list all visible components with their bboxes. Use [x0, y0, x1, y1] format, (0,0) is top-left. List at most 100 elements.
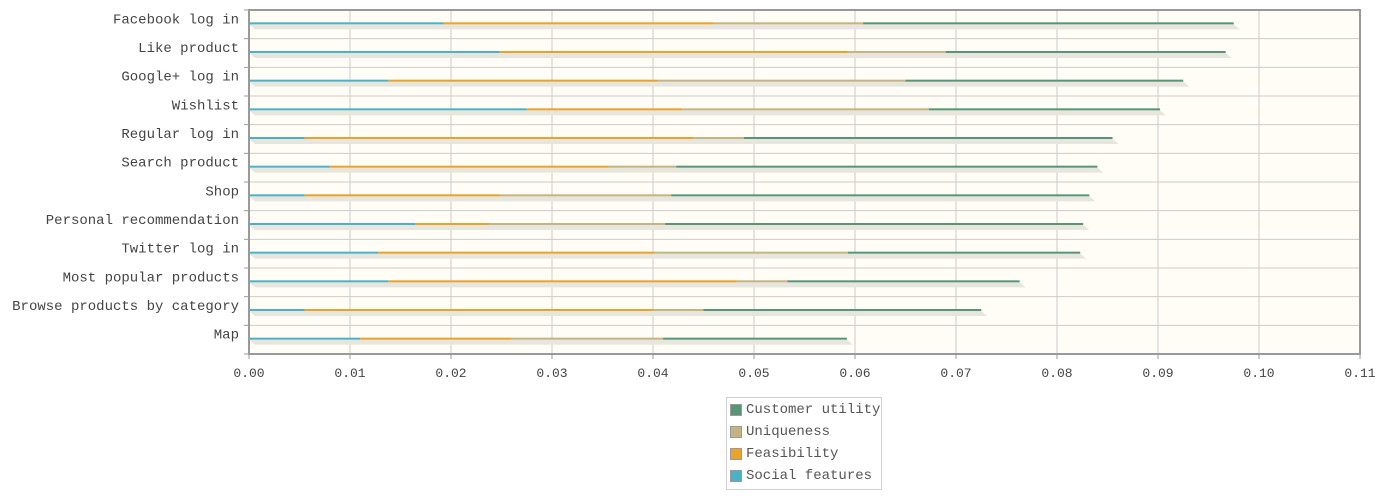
bar-segment [304, 194, 500, 197]
bar-segment [304, 309, 653, 311]
bar-shadow [249, 196, 1096, 202]
bar-segment [249, 51, 500, 53]
x-tick-label: 0.06 [839, 366, 870, 381]
legend-swatch [730, 426, 742, 438]
bar-segment [945, 51, 1226, 53]
bar-shadow [249, 53, 1232, 58]
bar-segment [249, 165, 330, 168]
x-tick-label: 0.01 [334, 366, 365, 381]
x-tick-label: 0.08 [1041, 366, 1072, 381]
legend-item: Feasibility [727, 443, 881, 465]
bar-segment [665, 223, 1084, 225]
bar-shadow [249, 110, 1167, 116]
bar-shadow [249, 339, 853, 345]
bar-shadow [249, 167, 1104, 173]
plot-border [248, 9, 1361, 355]
bar-segment [499, 51, 848, 53]
bar-segment [703, 309, 982, 311]
bar-shadow [249, 139, 1119, 144]
bar-shadow [249, 81, 1190, 87]
bar-shadow [249, 225, 1090, 230]
bar-segment [847, 51, 946, 53]
x-tick-label: 0.10 [1243, 366, 1274, 381]
bar-segment [676, 165, 1098, 168]
bar-segment [713, 22, 864, 25]
bar-segment [249, 108, 527, 111]
bar-segment [304, 137, 694, 139]
x-tick-label: 0.00 [233, 366, 264, 381]
bar-shadow [249, 311, 988, 316]
bar-segment [682, 108, 929, 111]
bar-segment [249, 79, 389, 82]
bar-shadow [249, 24, 1240, 30]
bar-segment [388, 280, 737, 283]
y-tick-label: Wishlist [172, 98, 239, 114]
bar-segment [511, 337, 664, 340]
legend-swatch [730, 404, 742, 416]
bar-segment [608, 165, 677, 168]
bar-segment [787, 280, 1020, 283]
bar-segment [658, 79, 906, 82]
bar-segment [249, 194, 305, 197]
bar-segment [743, 137, 1113, 139]
y-tick-label: Map [214, 328, 239, 344]
legend-item: Uniqueness [727, 421, 881, 443]
bar-segment [654, 251, 848, 254]
legend-label: Social features [746, 468, 873, 484]
bar-segment [489, 223, 666, 225]
bar-shadow [249, 282, 1026, 288]
x-tick-label: 0.02 [435, 366, 466, 381]
chart-svg: 0.00 0.01 0.02 0.03 0.04 0.05 0.06 0.07 0.08 0.09… [12, 9, 1376, 381]
bar-segment [249, 309, 305, 311]
legend-label: Uniqueness [746, 424, 831, 440]
bar-segment [443, 22, 714, 25]
x-tick-label: 0.07 [940, 366, 971, 381]
bar-segment [360, 337, 512, 340]
bar-segment [249, 223, 416, 225]
legend-swatch [730, 470, 742, 482]
bar-segment [249, 251, 379, 254]
bar-segment [388, 79, 659, 82]
bar-segment [653, 309, 704, 311]
bar-segment [378, 251, 655, 254]
bar-segment [847, 251, 1081, 254]
bar-segment [329, 165, 609, 168]
legend-swatch [730, 448, 742, 460]
bar-segment [928, 108, 1161, 111]
y-tick-label: Twitter log in [121, 242, 239, 258]
legend: Customer utility Uniqueness Feasibility Soc… [726, 397, 882, 490]
bar-segment [249, 137, 305, 139]
x-tick-label: 0.04 [637, 366, 668, 381]
legend-label: Feasibility [746, 446, 839, 462]
legend-label: Customer utility [746, 402, 881, 418]
y-tick-label: Most popular products [63, 270, 239, 286]
y-tick-label: Like product [138, 41, 239, 57]
bar-segment [905, 79, 1184, 82]
y-tick-label: Google+ log in [121, 70, 239, 86]
y-tick-label: Search product [121, 156, 239, 172]
y-tick-label: Regular log in [121, 127, 239, 143]
bar-segment [663, 337, 847, 340]
bar-segment [249, 337, 361, 340]
y-tick-label: Personal recommendation [46, 213, 239, 229]
bar-segment [249, 280, 389, 283]
x-tick-label: 0.11 [1344, 366, 1375, 381]
bar-segment [249, 22, 444, 25]
y-tick-label: Facebook log in [113, 12, 239, 28]
legend-item: Social features [727, 465, 881, 487]
bar-shadow [249, 253, 1087, 259]
bar-segment [693, 137, 744, 139]
bar-segment [863, 22, 1234, 25]
bar-segment [526, 108, 683, 111]
y-tick-label: Browse products by category [12, 299, 239, 315]
bar-segment [671, 194, 1090, 197]
x-tick-label: 0.05 [738, 366, 769, 381]
bar-segment [736, 280, 788, 283]
x-tick-label: 0.03 [536, 366, 567, 381]
y-tick-label: Shop [205, 184, 239, 200]
legend-item: Customer utility [727, 399, 881, 421]
bar-segment [415, 223, 490, 225]
bar-segment [499, 194, 672, 197]
x-tick-label: 0.09 [1142, 366, 1173, 381]
